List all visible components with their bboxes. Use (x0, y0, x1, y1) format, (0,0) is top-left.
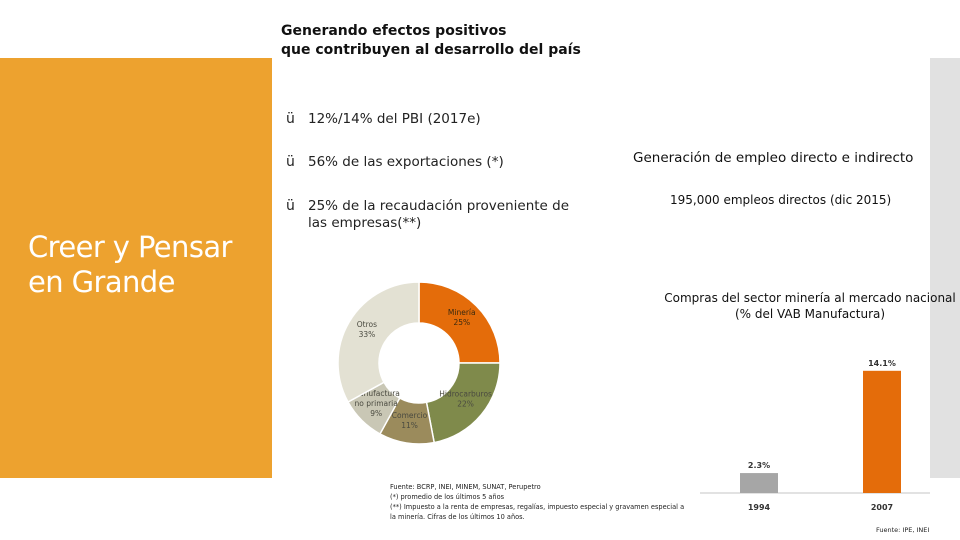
compras-line-2: (% del VAB Manufactura) (734, 307, 886, 321)
footnote-line: (**) Impuesto a la renta de empresas, re… (390, 503, 685, 511)
bullet-text-line-1: 25% de la recaudación proveniente de (308, 198, 570, 214)
bullet-exportaciones: ü 56% de las exportaciones (*) (286, 154, 504, 171)
footnote-line: Fuente: BCRP, INEI, MINEM, SUNAT, Perupe… (390, 483, 541, 491)
donut-label: Comercio 11% (392, 411, 428, 430)
bar-category-label: 1994 (748, 503, 771, 512)
source-ipe-inei: Fuente: IPE, INEI (876, 526, 930, 534)
bullet-text: 12%/14% del PBI (2017e) (308, 111, 481, 127)
bullet-pbi: ü 12%/14% del PBI (2017e) (286, 111, 481, 128)
bullet-text-line-2: las empresas(**) (308, 215, 422, 231)
donut-slice-otros (337, 281, 420, 404)
employment-title: Generación de empleo directo e indirecto (633, 150, 914, 166)
bullet-text: 56% de las exportaciones (*) (308, 154, 504, 170)
compras-title: Compras del sector minería al mercado na… (660, 290, 960, 322)
footnote-line: (*) promedio de los últimos 5 años (390, 493, 505, 501)
bar-2007 (863, 370, 901, 493)
bar-chart: 2.3% 1994 14.1% 2007 (700, 359, 930, 512)
tagline-line-1: Creer y Pensar (28, 230, 232, 264)
bar-value-label: 2.3% (748, 461, 770, 470)
right-gray-strip (930, 58, 960, 478)
bullet-text: 25% de la recaudación proveniente de las … (308, 198, 569, 232)
tagline-line-2: en Grande (28, 265, 175, 299)
donut-slice-miner-a (418, 281, 501, 364)
compras-line-1: Compras del sector minería al mercado na… (664, 291, 956, 305)
bullet-recaudacion: ü 25% de la recaudación proveniente de las… (286, 198, 569, 232)
bar-1994 (740, 473, 778, 493)
checkmark-icon: ü (286, 198, 295, 214)
page-heading: Generando efectos positivos que contribu… (281, 22, 581, 60)
bar-value-label: 14.1% (868, 359, 896, 368)
donut-label: Manufactura no primaria 9% (353, 389, 400, 418)
donut-label: Otros 33% (357, 320, 377, 339)
heading-line-2: que contribuyen al desarrollo del país (281, 42, 581, 58)
donut-label: Minería 25% (448, 308, 476, 327)
bar-category-label: 2007 (871, 503, 893, 512)
footnote-line: la minería. Cifras de los últimos 10 año… (390, 513, 525, 521)
donut-label: Hidrocarburos 22% (439, 390, 492, 409)
employment-subtitle: 195,000 empleos directos (dic 2015) (670, 193, 892, 207)
donut-chart: Minería 25% Hidrocarburos 22% Comercio 11%Man… (337, 281, 501, 445)
checkmark-icon: ü (286, 154, 295, 170)
orange-panel (0, 58, 272, 478)
footnotes: Fuente: BCRP, INEI, MINEM, SUNAT, Perupe… (390, 482, 720, 522)
tagline: Creer y Pensar en Grande (28, 230, 268, 300)
checkmark-icon: ü (286, 111, 295, 127)
heading-line-1: Generando efectos positivos (281, 23, 507, 39)
